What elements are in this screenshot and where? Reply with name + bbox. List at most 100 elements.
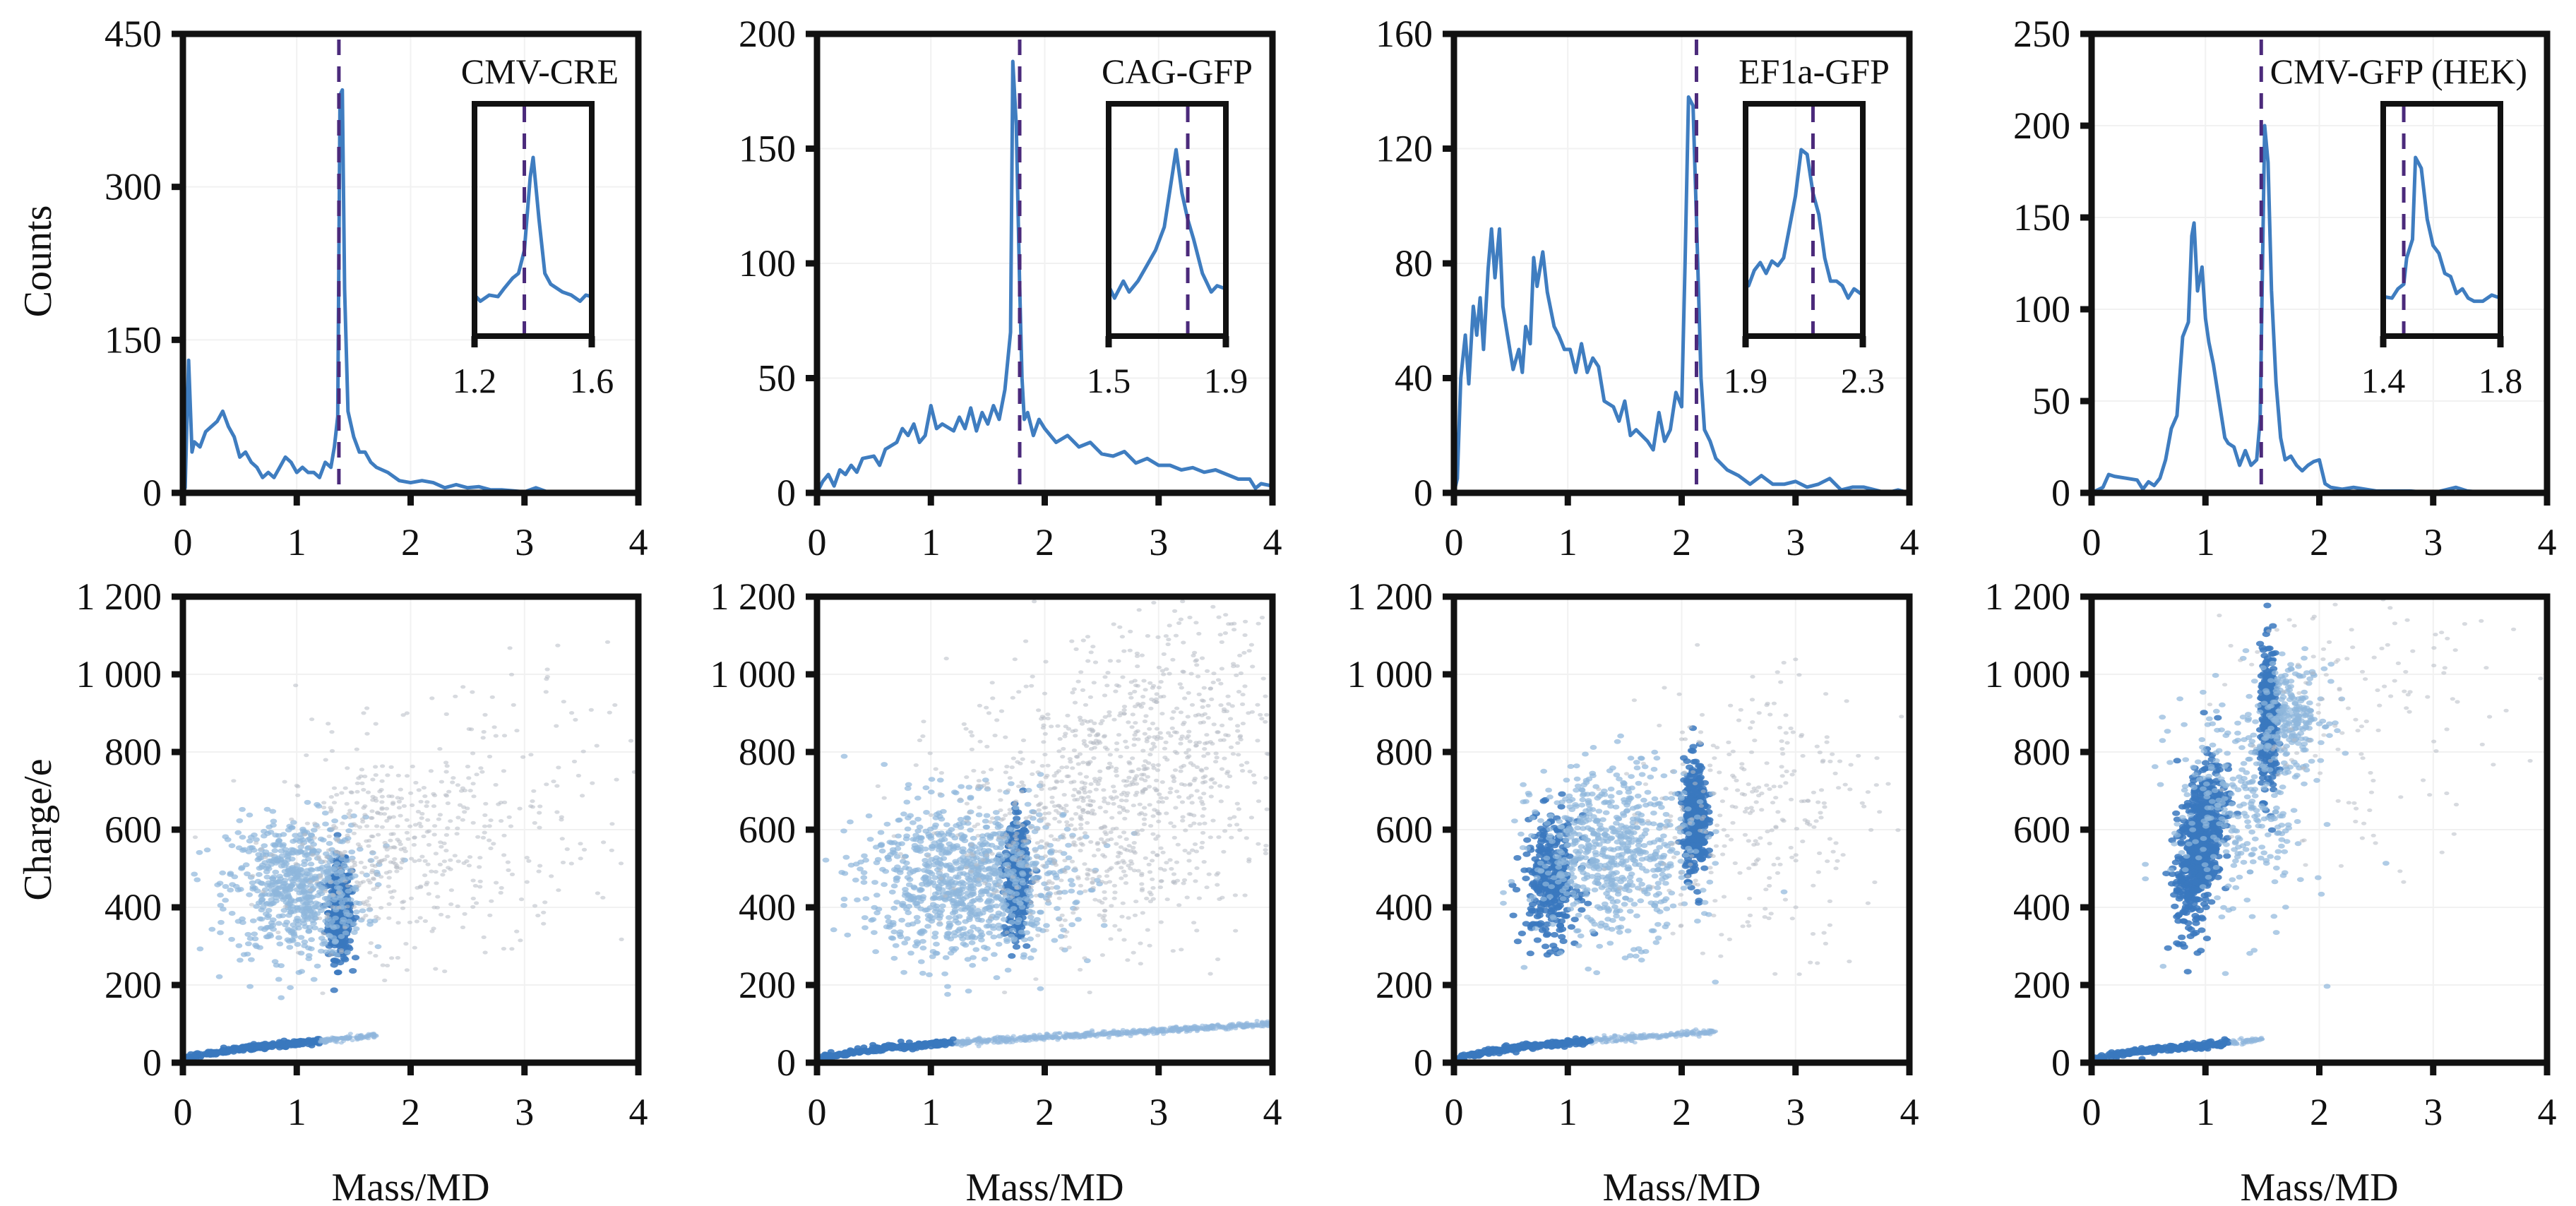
- scatter-point: [1042, 753, 1048, 757]
- scatter-point: [429, 696, 435, 700]
- scatter-point: [326, 722, 331, 726]
- scatter-point: [308, 937, 315, 943]
- scatter-point: [854, 897, 861, 902]
- scatter-point: [338, 948, 345, 953]
- scatter-point: [482, 813, 488, 818]
- scatter-point: [1141, 806, 1147, 810]
- x-tick-label: 4: [629, 521, 648, 563]
- scatter-point: [920, 734, 926, 739]
- scatter-point: [1160, 850, 1166, 854]
- scatter-point: [1196, 631, 1202, 636]
- scatter-point: [1116, 733, 1122, 737]
- scatter-point: [1079, 722, 1085, 726]
- scatter-point: [388, 956, 395, 960]
- y-tick-label: 120: [1376, 128, 1433, 170]
- scatter-point: [1083, 889, 1088, 893]
- scatter-point: [253, 904, 261, 909]
- scatter-point: [1102, 675, 1108, 679]
- scatter-point: [396, 799, 402, 804]
- scatter-point: [1096, 739, 1102, 744]
- scatter-point: [514, 729, 520, 733]
- scatter-point: [1090, 885, 1096, 890]
- scatter-point: [1111, 622, 1116, 626]
- scatter-point: [924, 924, 931, 929]
- scatter-point: [1092, 777, 1098, 781]
- scatter-point: [938, 907, 946, 913]
- scatter-point: [935, 883, 943, 889]
- scatter-point: [245, 941, 252, 947]
- scatter-point: [1121, 649, 1127, 653]
- scatter-point: [1022, 943, 1031, 949]
- scatter-point: [272, 869, 280, 875]
- scatter-point: [267, 924, 275, 930]
- scatter-point: [1109, 866, 1114, 870]
- scatter-point: [419, 816, 424, 820]
- scatter-point: [1129, 725, 1135, 729]
- scatter-point: [1114, 683, 1120, 688]
- scatter-point: [984, 899, 992, 904]
- scatter-point: [1263, 720, 1268, 724]
- scatter-point: [351, 822, 357, 826]
- scatter-point: [404, 774, 410, 778]
- scatter-point: [901, 941, 909, 945]
- scatter-point: [1151, 600, 1157, 605]
- scatter-point: [1162, 746, 1168, 751]
- scatter-point: [1065, 823, 1071, 828]
- scatter-point: [1182, 783, 1188, 787]
- scatter-point: [470, 896, 476, 901]
- scatter-point: [328, 953, 334, 957]
- scatter-point: [912, 867, 919, 873]
- scatter-point: [269, 917, 277, 923]
- scatter-point: [320, 879, 328, 885]
- scatter-point: [925, 854, 931, 859]
- scatter-point: [297, 904, 304, 910]
- scatter-point: [847, 819, 854, 825]
- scatter-point: [1128, 849, 1133, 853]
- scatter-point: [1177, 682, 1183, 686]
- scatter-point: [460, 818, 465, 822]
- scatter-point: [1198, 796, 1203, 800]
- scatter-point: [367, 880, 373, 885]
- scatter-point: [1034, 855, 1040, 859]
- scatter-point: [1212, 781, 1217, 785]
- scatter-point: [1118, 754, 1123, 759]
- scatter-point: [1100, 923, 1108, 929]
- scatter-point: [967, 912, 975, 918]
- scatter-point: [895, 817, 903, 823]
- scatter-point: [310, 853, 316, 857]
- scatter-point: [1242, 619, 1248, 623]
- scatter-point: [1196, 740, 1203, 744]
- scatter-point: [446, 866, 451, 870]
- scatter-point: [256, 872, 263, 877]
- scatter-point: [1217, 784, 1223, 788]
- scatter-point: [311, 836, 317, 840]
- scatter-point: [1188, 671, 1194, 676]
- scatter-point: [1186, 859, 1192, 863]
- histogram-line: [815, 59, 1273, 494]
- scatter-point: [404, 711, 410, 715]
- y-tick-label: 80: [1395, 242, 1433, 285]
- scatter-point: [1144, 896, 1150, 901]
- scatter-point: [544, 782, 549, 787]
- scatter-point: [360, 916, 366, 920]
- scatter-point: [1044, 871, 1051, 877]
- scatter-point: [1028, 900, 1034, 904]
- scatter-point: [594, 744, 600, 748]
- scatter-point: [1103, 880, 1109, 885]
- scatter-point: [1073, 755, 1080, 759]
- scatter-point: [942, 955, 950, 960]
- scatter-point: [619, 937, 624, 941]
- scatter-point: [989, 852, 995, 856]
- scatter-point: [425, 862, 431, 866]
- scatter-point: [1085, 795, 1091, 799]
- scatter-point: [1104, 874, 1110, 878]
- scatter-point: [840, 828, 847, 834]
- scatter-point: [338, 856, 346, 861]
- scatter-point: [373, 722, 378, 726]
- scatter-point: [977, 805, 982, 810]
- scatter-point: [998, 798, 1003, 802]
- scatter-point: [1018, 878, 1026, 883]
- scatter-point: [395, 921, 401, 925]
- scatter-point: [1055, 724, 1061, 728]
- y-tick-label: 250: [2013, 13, 2070, 55]
